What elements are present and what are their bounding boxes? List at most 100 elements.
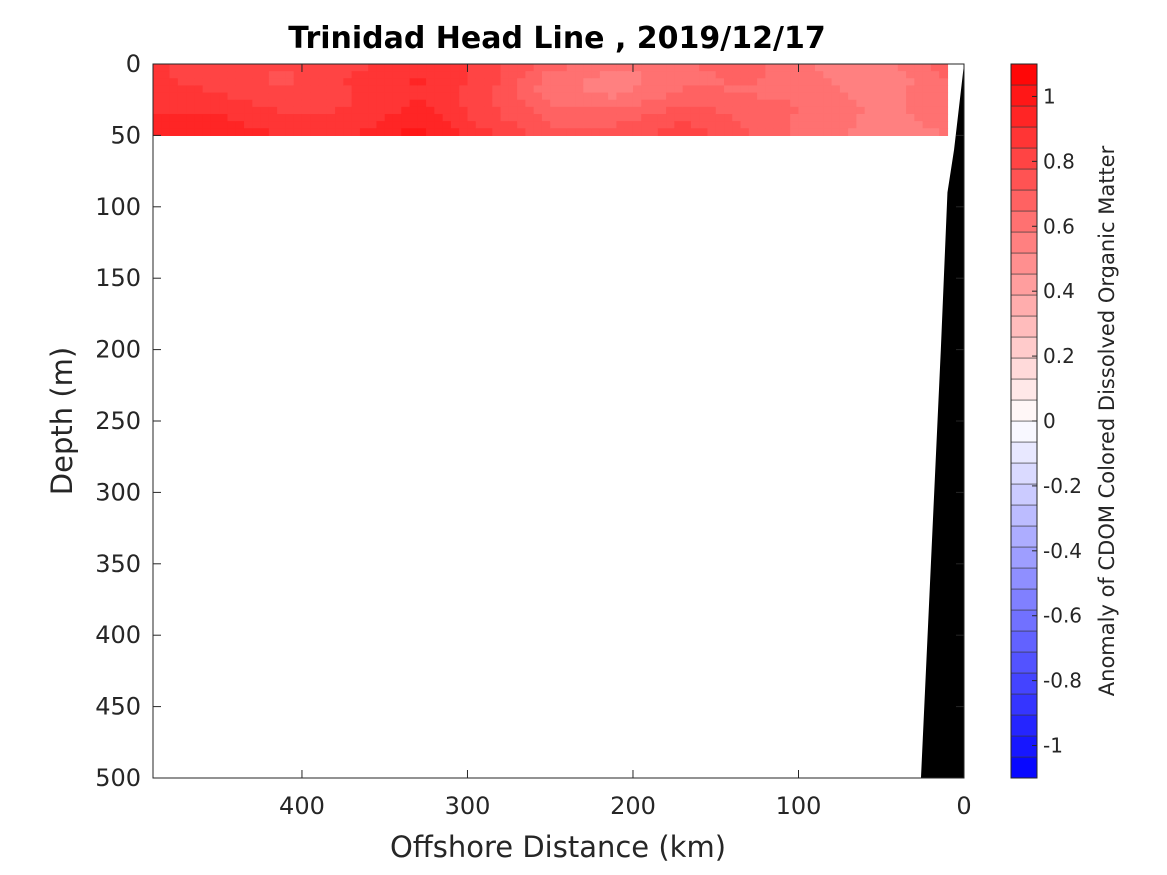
heatmap-cell — [757, 128, 766, 136]
y-tick-label: 0 — [126, 50, 141, 78]
heatmap-cell — [326, 106, 336, 115]
heatmap-cell — [508, 106, 518, 115]
heatmap-cell — [591, 121, 601, 129]
heatmap-cell — [177, 99, 187, 108]
heatmap-cell — [202, 85, 212, 94]
heatmap-cell — [641, 92, 651, 101]
heatmap-cell — [277, 92, 287, 101]
heatmap-cell — [161, 113, 171, 122]
heatmap-cell — [715, 128, 725, 136]
heatmap-cell — [930, 128, 940, 136]
heatmap-cell — [575, 121, 584, 129]
heatmap-cell — [682, 113, 692, 122]
heatmap-cell — [434, 71, 444, 79]
heatmap-cell — [682, 92, 692, 101]
heatmap-cell — [401, 78, 411, 87]
heatmap-cell — [773, 121, 783, 129]
heatmap-cell — [864, 85, 874, 94]
heatmap-cell — [666, 128, 675, 136]
colorbar-level — [1010, 441, 1038, 464]
colorbar-level — [1010, 399, 1038, 422]
heatmap-cell — [657, 106, 667, 115]
heatmap-cell — [881, 78, 891, 87]
heatmap-cell — [351, 113, 361, 122]
heatmap-cell — [450, 92, 460, 101]
heatmap-cell — [244, 64, 253, 72]
heatmap-cell — [624, 85, 634, 94]
heatmap-cell — [169, 85, 179, 94]
colorbar-level — [1010, 231, 1038, 254]
heatmap-cell — [657, 121, 667, 129]
heatmap-cell — [508, 85, 518, 94]
heatmap-cell — [632, 99, 642, 108]
heatmap-cell — [541, 99, 551, 108]
heatmap-cell — [906, 128, 915, 136]
heatmap-cell — [277, 99, 287, 108]
heatmap-cell — [881, 121, 891, 129]
chart-title: Trinidad Head Line , 2019/12/17 — [288, 21, 825, 56]
heatmap-cell — [426, 64, 435, 72]
heatmap-cell — [277, 113, 287, 122]
heatmap-cell — [533, 64, 543, 72]
heatmap-cell — [392, 113, 402, 122]
heatmap-cell — [690, 99, 700, 108]
heatmap-cell — [186, 121, 195, 129]
heatmap-cell — [351, 92, 361, 101]
cdom-anomaly-heatmap — [153, 64, 949, 136]
heatmap-cell — [922, 64, 932, 72]
heatmap-cell — [872, 85, 882, 94]
heatmap-cell — [624, 128, 634, 136]
heatmap-cell — [690, 121, 700, 129]
heatmap-cell — [550, 92, 560, 101]
heatmap-cell — [293, 85, 303, 94]
heatmap-cell — [508, 92, 518, 101]
heatmap-cell — [566, 92, 576, 101]
heatmap-cell — [831, 78, 841, 87]
heatmap-cell — [459, 113, 469, 122]
heatmap-cell — [724, 78, 733, 87]
heatmap-cell — [715, 113, 725, 122]
heatmap-cell — [376, 92, 386, 101]
heatmap-cell — [732, 85, 742, 94]
heatmap-cell — [682, 106, 692, 115]
heatmap-cell — [484, 78, 493, 87]
heatmap-cell — [550, 78, 560, 87]
heatmap-cell — [740, 99, 750, 108]
heatmap-cell — [202, 99, 212, 108]
heatmap-cell — [310, 128, 320, 136]
heatmap-cell — [161, 99, 171, 108]
heatmap-cell — [343, 99, 353, 108]
heatmap-cell — [301, 85, 311, 94]
heatmap-cell — [815, 113, 824, 122]
heatmap-cell — [666, 121, 675, 129]
heatmap-cell — [459, 106, 469, 115]
heatmap-cell — [335, 106, 344, 115]
heatmap-cell — [475, 128, 485, 136]
heatmap-cell — [707, 128, 717, 136]
heatmap-cell — [351, 99, 361, 108]
heatmap-cell — [608, 121, 618, 129]
heatmap-cell — [177, 92, 187, 101]
heatmap-cell — [922, 121, 932, 129]
heatmap-cell — [690, 85, 700, 94]
heatmap-cell — [417, 99, 427, 108]
heatmap-cell — [790, 64, 800, 72]
heatmap-cell — [773, 113, 783, 122]
heatmap-cell — [897, 99, 907, 108]
heatmap-cell — [409, 78, 419, 87]
heatmap-cell — [715, 121, 725, 129]
heatmap-cell — [558, 128, 568, 136]
heatmap-cell — [401, 106, 411, 115]
heatmap-cell — [541, 64, 551, 72]
colorbar-level — [1010, 504, 1038, 527]
heatmap-cell — [856, 128, 866, 136]
heatmap-cell — [260, 106, 270, 115]
heatmap-cell — [773, 92, 783, 101]
heatmap-cell — [732, 78, 742, 87]
seafloor-bathymetry — [920, 64, 964, 778]
colorbar-level — [1010, 630, 1038, 653]
heatmap-cell — [310, 78, 320, 87]
heatmap-cell — [161, 106, 171, 115]
heatmap-cell — [335, 99, 344, 108]
heatmap-cell — [715, 78, 725, 87]
